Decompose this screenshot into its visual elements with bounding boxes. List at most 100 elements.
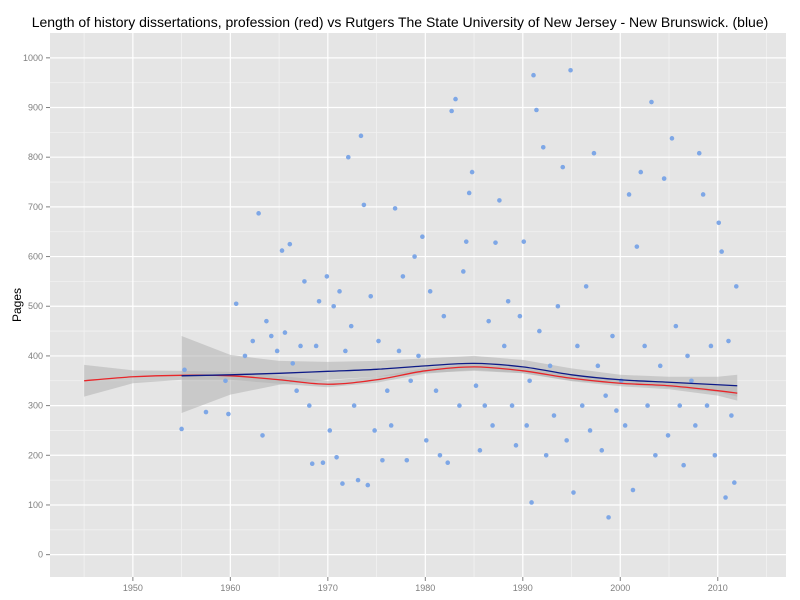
data-point	[313, 343, 319, 349]
data-point	[466, 190, 472, 196]
data-point	[376, 338, 381, 344]
y-tick-label: 0	[38, 550, 43, 560]
data-point	[384, 388, 390, 393]
data-point	[477, 448, 483, 453]
data-point	[473, 383, 479, 389]
data-point	[599, 448, 605, 453]
data-point	[537, 328, 542, 334]
data-point	[490, 423, 495, 428]
y-tick-label: 800	[28, 152, 43, 162]
scatter-points	[179, 67, 739, 520]
data-point	[298, 343, 303, 349]
data-point	[673, 323, 679, 329]
x-tick-label: 1960	[220, 583, 240, 593]
data-point	[309, 461, 315, 467]
data-point	[412, 254, 417, 259]
data-point	[182, 367, 187, 373]
data-point	[568, 67, 573, 73]
data-point	[614, 408, 619, 413]
data-point	[316, 298, 322, 304]
data-point	[463, 239, 469, 244]
data-point	[708, 343, 714, 349]
chart-title: Length of history dissertations, profess…	[31, 14, 769, 30]
data-point	[521, 239, 527, 244]
data-point	[307, 403, 312, 408]
data-point	[453, 96, 458, 102]
data-point	[233, 301, 239, 307]
data-point	[733, 284, 739, 289]
data-point	[575, 343, 580, 349]
data-point	[712, 452, 718, 458]
data-point	[560, 164, 566, 170]
data-point	[392, 206, 398, 211]
data-point	[630, 487, 636, 493]
data-point	[355, 477, 361, 483]
data-point	[693, 423, 698, 428]
data-point	[388, 423, 394, 428]
x-tick-label: 2010	[708, 583, 728, 593]
data-point	[571, 490, 576, 495]
y-tick-label: 400	[28, 351, 43, 361]
x-tick-label: 1970	[318, 583, 338, 593]
x-tick-label: 1980	[415, 583, 435, 593]
data-point	[449, 108, 454, 114]
data-point	[700, 192, 706, 197]
data-point	[540, 144, 546, 150]
smooth-lines	[84, 362, 738, 394]
data-point	[669, 136, 675, 141]
data-point	[274, 348, 280, 354]
data-point	[331, 303, 336, 309]
data-point	[268, 333, 274, 339]
y-tick-label: 500	[28, 301, 43, 311]
y-tick-label: 100	[28, 500, 43, 510]
data-point	[337, 289, 342, 294]
data-point	[517, 313, 523, 319]
data-point	[626, 192, 632, 197]
data-point	[351, 403, 357, 408]
data-point	[320, 460, 326, 466]
x-tick-label: 1990	[513, 583, 533, 593]
data-point	[179, 426, 184, 432]
data-point	[457, 403, 462, 408]
data-point	[716, 220, 722, 226]
data-point	[396, 348, 402, 354]
data-point	[279, 248, 285, 253]
data-point	[513, 443, 519, 448]
y-tick-label: 1000	[23, 53, 43, 63]
data-point	[524, 423, 529, 428]
data-point	[461, 269, 466, 274]
data-point	[610, 333, 615, 339]
data-point	[645, 403, 650, 408]
data-point	[287, 241, 293, 247]
data-point	[441, 313, 447, 319]
data-point	[505, 298, 511, 304]
confidence-band-rutgers	[181, 336, 738, 414]
data-point	[294, 388, 299, 393]
data-point	[497, 198, 502, 203]
data-point	[606, 515, 611, 520]
data-point	[534, 107, 539, 113]
data-point	[437, 452, 443, 458]
data-point	[587, 428, 593, 433]
data-point	[547, 363, 553, 369]
data-point	[657, 363, 663, 369]
y-tick-label: 200	[28, 450, 43, 460]
data-point	[665, 433, 671, 438]
data-point	[327, 428, 333, 433]
data-point	[543, 452, 549, 458]
rutgers-trend-line	[181, 362, 738, 387]
data-point	[427, 289, 433, 294]
data-point	[649, 99, 654, 105]
data-point	[334, 454, 339, 460]
data-point	[340, 481, 345, 486]
y-tick-label: 900	[28, 103, 43, 113]
data-point	[529, 500, 534, 505]
data-point	[264, 318, 269, 324]
data-point	[634, 244, 640, 249]
data-point	[348, 323, 354, 329]
data-point	[696, 150, 702, 156]
y-tick-label: 700	[28, 202, 43, 212]
data-point	[250, 338, 256, 344]
data-point	[726, 338, 731, 344]
